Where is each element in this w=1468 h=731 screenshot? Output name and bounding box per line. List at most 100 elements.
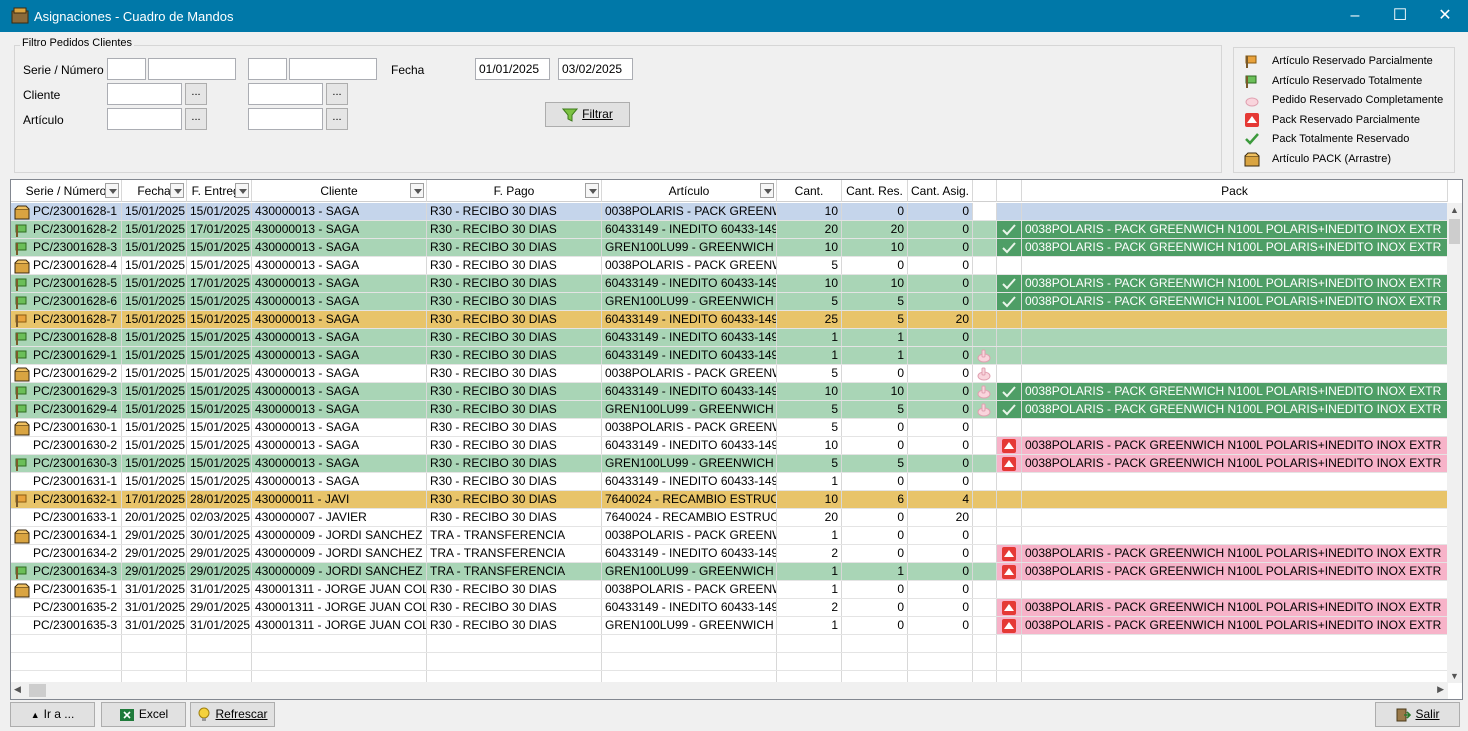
scroll-down-icon[interactable]: ▼ [1450, 671, 1459, 681]
cell-pago: R30 - RECIBO 30 DIAS [427, 365, 602, 382]
cell-cliente: 430001311 - JORGE JUAN COLLADO [252, 581, 427, 598]
table-row[interactable]: PC/23001634-2 29/01/2025 29/01/2025 4300000… [11, 545, 1448, 563]
cell-asig: 0 [908, 419, 973, 436]
app-icon [11, 7, 29, 24]
cell-pack-status [997, 563, 1022, 580]
ir-a-button[interactable]: ▲ Ir a ... [10, 702, 95, 727]
cliente-from-browse-button[interactable]: ... [185, 83, 207, 105]
cell-cliente: 430000009 - JORDI SANCHEZ [252, 563, 427, 580]
cliente-to-browse-button[interactable]: ... [326, 83, 348, 105]
table-row[interactable]: PC/23001628-1 15/01/2025 15/01/2025 4300000… [11, 203, 1448, 221]
excel-button[interactable]: Excel [101, 702, 186, 727]
cell-cliente: 430000013 - SAGA [252, 365, 427, 382]
cell-pago: R30 - RECIBO 30 DIAS [427, 311, 602, 328]
refrescar-button[interactable]: Refrescar [190, 702, 275, 727]
cell-cant: 5 [777, 419, 842, 436]
table-row[interactable]: PC/23001629-3 15/01/2025 15/01/2025 4300000… [11, 383, 1448, 401]
flag-green-icon [15, 458, 27, 471]
salir-button[interactable]: Salir [1375, 702, 1460, 727]
red-triangle-icon [1002, 619, 1016, 633]
column-header[interactable]: F. Entrega [187, 180, 252, 202]
table-row[interactable]: PC/23001628-2 15/01/2025 17/01/2025 4300000… [11, 221, 1448, 239]
column-header[interactable]: F. Pago [427, 180, 602, 202]
column-filter-dropdown-icon[interactable] [585, 183, 599, 198]
cell-pack-status [997, 491, 1022, 508]
table-row[interactable]: PC/23001628-8 15/01/2025 15/01/2025 4300000… [11, 329, 1448, 347]
table-row[interactable]: PC/23001630-1 15/01/2025 15/01/2025 4300000… [11, 419, 1448, 437]
table-row[interactable]: PC/23001635-1 31/01/2025 31/01/2025 4300013… [11, 581, 1448, 599]
column-filter-dropdown-icon[interactable] [105, 183, 119, 198]
numero-to-input[interactable] [289, 58, 377, 80]
column-header[interactable]: Fecha [122, 180, 187, 202]
vertical-scrollbar[interactable]: ▲ ▼ [1447, 203, 1462, 683]
table-row[interactable]: PC/23001630-2 15/01/2025 15/01/2025 4300000… [11, 437, 1448, 455]
table-row[interactable]: PC/23001634-1 29/01/2025 30/01/2025 4300000… [11, 527, 1448, 545]
vertical-scroll-thumb[interactable] [1449, 219, 1460, 244]
cell-pack: 0038POLARIS - PACK GREENWICH N100L POLAR… [1022, 617, 1448, 634]
cliente-to-input[interactable] [248, 83, 323, 105]
table-row[interactable]: PC/23001635-3 31/01/2025 31/01/2025 4300013… [11, 617, 1448, 635]
column-header[interactable] [997, 180, 1022, 202]
table-row[interactable]: PC/23001629-1 15/01/2025 15/01/2025 4300000… [11, 347, 1448, 365]
serie-from-input[interactable] [107, 58, 146, 80]
column-header[interactable]: Cliente [252, 180, 427, 202]
table-row[interactable]: PC/23001629-2 15/01/2025 15/01/2025 4300000… [11, 365, 1448, 383]
flag-green-icon [15, 224, 27, 237]
table-row[interactable]: PC/23001632-1 17/01/2025 28/01/2025 4300000… [11, 491, 1448, 509]
close-button[interactable]: ✕ [1438, 7, 1452, 24]
cell-entrega: 30/01/2025 [187, 527, 252, 544]
table-row[interactable]: PC/23001634-3 29/01/2025 29/01/2025 4300000… [11, 563, 1448, 581]
minimize-button[interactable]: – [1350, 7, 1360, 24]
table-row[interactable]: PC/23001629-4 15/01/2025 15/01/2025 4300000… [11, 401, 1448, 419]
cell-pago: R30 - RECIBO 30 DIAS [427, 329, 602, 346]
articulo-to-browse-button[interactable]: ... [326, 108, 348, 130]
cell-entrega: 15/01/2025 [187, 383, 252, 400]
cell-status-icon [973, 401, 997, 418]
scroll-left-icon[interactable]: ◀ [14, 684, 21, 694]
cell-serie: PC/23001635-2 [11, 599, 122, 616]
column-header[interactable]: Artículo [602, 180, 777, 202]
column-filter-dropdown-icon[interactable] [235, 183, 249, 198]
scroll-right-icon[interactable]: ▶ [1437, 684, 1444, 694]
serie-to-input[interactable] [248, 58, 287, 80]
column-header[interactable]: Pack [1022, 180, 1448, 202]
column-filter-dropdown-icon[interactable] [410, 183, 424, 198]
column-header[interactable]: Serie / Número [11, 180, 122, 202]
column-header[interactable]: Cant. Res. [842, 180, 908, 202]
horizontal-scroll-thumb[interactable] [29, 684, 46, 697]
table-row[interactable]: PC/23001628-3 15/01/2025 15/01/2025 4300000… [11, 239, 1448, 257]
fecha-hasta-input[interactable]: 03/02/2025 [558, 58, 633, 80]
cliente-from-input[interactable] [107, 83, 182, 105]
assignments-grid[interactable]: Serie / Número Fecha F. Entrega Cliente F. P… [10, 179, 1463, 700]
cell-serie: PC/23001630-2 [11, 437, 122, 454]
cell-res: 0 [842, 437, 908, 454]
articulo-to-input[interactable] [248, 108, 323, 130]
column-filter-dropdown-icon[interactable] [760, 183, 774, 198]
column-header[interactable]: Cant. Asig. [908, 180, 973, 202]
red-triangle-icon [1002, 547, 1016, 561]
fecha-desde-input[interactable]: 01/01/2025 [475, 58, 550, 80]
cell-cliente: 430000013 - SAGA [252, 275, 427, 292]
table-row[interactable]: PC/23001633-1 20/01/2025 02/03/2025 4300000… [11, 509, 1448, 527]
maximize-button[interactable]: ☐ [1392, 7, 1408, 24]
cell-entrega: 15/01/2025 [187, 329, 252, 346]
articulo-from-browse-button[interactable]: ... [185, 108, 207, 130]
table-row[interactable]: PC/23001635-2 31/01/2025 29/01/2025 4300013… [11, 599, 1448, 617]
column-header[interactable] [973, 180, 997, 202]
column-header[interactable]: Cant. [777, 180, 842, 202]
numero-from-input[interactable] [148, 58, 236, 80]
table-row[interactable]: PC/23001628-4 15/01/2025 15/01/2025 4300000… [11, 257, 1448, 275]
articulo-from-input[interactable] [107, 108, 182, 130]
filtrar-button[interactable]: Filtrar [545, 102, 630, 127]
scroll-up-icon[interactable]: ▲ [1450, 205, 1459, 215]
table-row[interactable]: PC/23001628-6 15/01/2025 15/01/2025 4300000… [11, 293, 1448, 311]
column-filter-dropdown-icon[interactable] [170, 183, 184, 198]
table-row[interactable]: PC/23001628-7 15/01/2025 15/01/2025 4300000… [11, 311, 1448, 329]
cell-entrega: 15/01/2025 [187, 419, 252, 436]
table-row[interactable]: PC/23001628-5 15/01/2025 17/01/2025 4300000… [11, 275, 1448, 293]
table-row[interactable]: PC/23001630-3 15/01/2025 15/01/2025 4300000… [11, 455, 1448, 473]
horizontal-scrollbar[interactable]: ◀ ▶ [11, 682, 1448, 699]
cell-pack [1022, 527, 1448, 544]
cell-status-icon [973, 599, 997, 616]
table-row[interactable]: PC/23001631-1 15/01/2025 15/01/2025 4300000… [11, 473, 1448, 491]
